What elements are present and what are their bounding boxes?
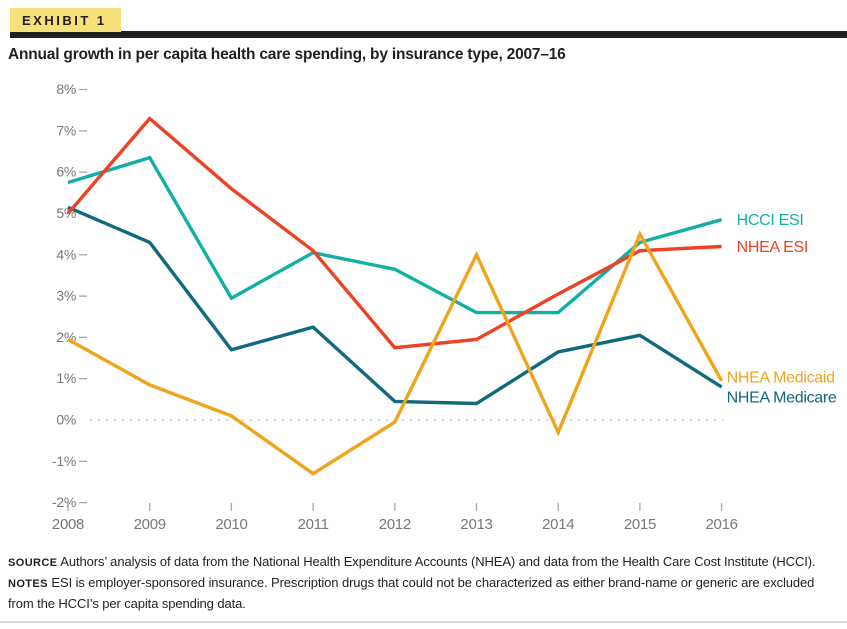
source-text: Authors’ analysis of data from the Natio… bbox=[60, 554, 816, 569]
y-axis-label: 7% bbox=[56, 122, 76, 138]
series-line-nhea-esi bbox=[66, 116, 722, 350]
series-label-hcci-esi: HCCI ESI bbox=[737, 212, 804, 229]
spending-line-chart: 8%7%6%5%4%3%2%1%0%-1%-2%2008 2009 2010 2011… bbox=[52, 81, 837, 533]
x-axis-label: 2010 bbox=[215, 516, 247, 533]
y-axis-label: 0% bbox=[56, 412, 76, 428]
y-axis-label: -2% bbox=[52, 494, 76, 510]
x-axis-label: 2015 bbox=[624, 516, 656, 533]
series-label-nhea-medicaid: NHEA Medicaid bbox=[727, 369, 835, 386]
series-line-hcci-esi bbox=[67, 155, 723, 315]
x-axis-label: 2014 bbox=[542, 516, 574, 533]
notes-text: ESI is employer-sponsored insurance. Pre… bbox=[8, 575, 815, 611]
chart-title: Annual growth in per capita health care … bbox=[8, 46, 566, 63]
exhibit-badge: EXHIBIT 1 bbox=[10, 8, 121, 32]
x-axis-label: 2011 bbox=[298, 516, 329, 533]
y-axis-label: 1% bbox=[56, 370, 76, 386]
y-axis-label: 4% bbox=[56, 246, 76, 262]
x-axis-label: 2013 bbox=[460, 516, 492, 533]
series-label-nhea-medicare: NHEA Medicare bbox=[727, 389, 837, 406]
series-label-nhea-esi: NHEA ESI bbox=[737, 239, 808, 256]
source-notes: SOURCE Authors’ analysis of data from th… bbox=[8, 552, 843, 614]
x-axis-label: 2009 bbox=[134, 516, 166, 533]
y-axis-label: -1% bbox=[52, 453, 76, 469]
y-axis-label: 6% bbox=[56, 164, 76, 180]
notes-label: NOTES bbox=[8, 578, 48, 590]
bottom-divider bbox=[0, 621, 847, 623]
x-axis-label: 2008 bbox=[52, 516, 84, 533]
x-axis-label: 2016 bbox=[706, 516, 738, 533]
series-line-nhea-medicaid bbox=[67, 230, 724, 476]
source-label: SOURCE bbox=[8, 557, 58, 569]
x-axis-label: 2012 bbox=[379, 516, 411, 533]
series-line-nhea-medicare bbox=[67, 205, 723, 406]
y-axis-label: 3% bbox=[56, 288, 76, 304]
header-rule bbox=[10, 31, 847, 38]
y-axis-label: 8% bbox=[56, 81, 76, 97]
